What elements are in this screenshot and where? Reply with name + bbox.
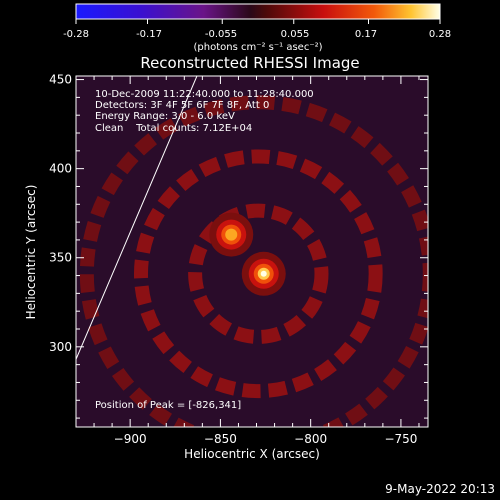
colorbar-tick-5: 0.28 [429,29,451,40]
y-tick-label: 450 [49,73,72,87]
source-emission [228,231,235,238]
x-axis-label: Heliocentric X (arcsec) [184,447,320,461]
y-tick-label: 400 [49,162,72,176]
colorbar-tick-0: -0.28 [63,29,89,40]
annotation-clean-counts: Clean Total counts: 7.12E+04 [95,123,252,134]
ring-artifact [79,95,428,427]
y-axis-label: Heliocentric Y (arcsec) [24,185,38,320]
annotation-energy-range: Energy Range: 3.0 - 6.0 keV [95,111,235,122]
colorbar-tick-2: -0.055 [205,29,237,40]
x-tick-label: −800 [294,432,327,446]
footer-timestamp: 9-May-2022 20:13 [385,482,495,496]
y-tick-label: 350 [49,251,72,265]
y-tick-label: 300 [49,340,72,354]
source-emission [260,270,267,277]
x-tick-label: −750 [384,432,417,446]
colorbar-tick-4: 0.17 [355,29,377,40]
peak-position-label: Position of Peak = [-826,341] [95,400,241,411]
x-tick-label: −850 [204,432,237,446]
image-area [76,76,428,427]
colorbar-ticks [75,19,441,24]
source-layer [209,212,286,296]
plot-frame [75,75,429,428]
colorbar-tick-1: -0.17 [136,29,162,40]
annotation-time-range: 10-Dec-2009 11:22:40.000 to 11:28:40.000 [95,89,314,100]
colorbar-units-label: (photons cm⁻² s⁻¹ asec⁻²) [193,42,322,53]
y-axis-ticks: 300 350 400 450 [49,73,428,419]
ring-artifact [133,149,383,399]
solar-limb-line [76,76,198,360]
annotation-detectors: Detectors: 3F 4F 5F 6F 7F 8F, Att 0 [95,100,269,111]
x-tick-label: −900 [114,432,147,446]
chart-title: Reconstructed RHESSI Image [140,54,359,72]
colorbar [75,3,441,20]
colorbar-tick-3: 0.055 [281,29,310,40]
ring-layer [79,95,428,427]
ring-artifact [188,203,329,344]
x-axis-ticks: −900 −850 −800 −750 [75,76,420,446]
